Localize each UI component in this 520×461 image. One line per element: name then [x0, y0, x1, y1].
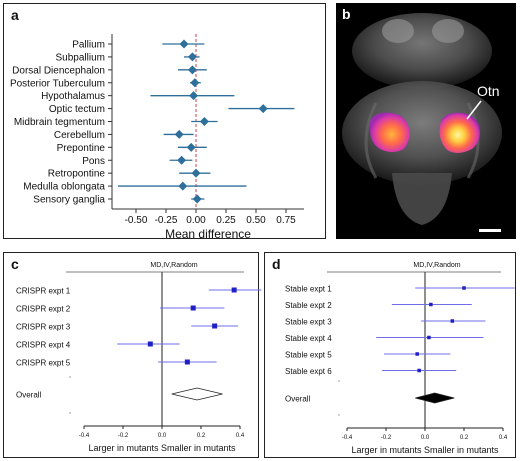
x-tick-label: -0.2	[381, 435, 392, 441]
point-marker	[199, 117, 209, 126]
x-tick-label: -0.4	[79, 433, 90, 439]
overall-diamond	[171, 387, 223, 401]
x-tick-label: -0.50	[125, 215, 148, 226]
study-marker	[450, 319, 455, 323]
study-marker	[231, 287, 237, 293]
study-label: Stable expt 6	[285, 367, 332, 376]
study-marker	[190, 305, 196, 311]
x-axis-label: Larger in mutants Smaller in mutants	[351, 445, 499, 455]
point-marker	[189, 91, 199, 101]
x-tick-label: 0.0	[421, 435, 430, 441]
scale-bar	[479, 229, 501, 232]
panel-b-brain-image: b Otn	[336, 3, 516, 239]
y-tick-label: Pallium	[72, 40, 105, 51]
x-tick-label: 0.75	[276, 215, 296, 226]
point-marker	[187, 52, 197, 62]
chart-d: MD,IV,Random Stable expt 1 Stable expt 2 St…	[285, 262, 515, 455]
x-tick-label: -0.2	[118, 433, 129, 439]
hindbrain-shape	[392, 173, 452, 225]
point-marker	[258, 104, 268, 114]
y-tick-label: Posterior Tuberculum	[10, 78, 105, 89]
blank-row-dot	[338, 380, 340, 382]
study-label: CRISPR expt 2	[16, 305, 71, 314]
y-tick-label: Prepontine	[57, 143, 106, 154]
midbrain-shape	[342, 81, 502, 185]
y-tick-label: Medulla oblongata	[23, 182, 105, 193]
y-tick-label: Hypothalamus	[41, 91, 105, 102]
study-label: CRISPR expt 3	[16, 323, 71, 332]
panel-letter-d: d	[272, 256, 281, 272]
point-marker	[179, 39, 189, 49]
study-label: Stable expt 3	[285, 318, 332, 327]
forest-header: MD,IV,Random	[150, 262, 197, 269]
x-tick-label: 0.00	[186, 215, 206, 226]
blank-row-dot	[338, 414, 340, 416]
study-label: CRISPR expt 1	[16, 287, 71, 296]
study-label: CRISPR expt 4	[16, 341, 71, 350]
point-marker	[190, 78, 200, 88]
tectum-left-signal	[369, 112, 410, 152]
point-marker	[192, 194, 202, 204]
brain-image	[336, 3, 516, 239]
tectum-right-signal	[439, 112, 480, 153]
y-tick-label: Cerebellum	[54, 130, 105, 141]
y-tick-label: Retropontine	[48, 169, 106, 180]
overall-label: Overall	[16, 391, 42, 400]
study-marker	[147, 341, 153, 347]
x-tick-label: 0.4	[499, 435, 508, 441]
study-marker	[429, 302, 433, 307]
x-tick-label: 0.50	[246, 215, 266, 226]
y-tick-label: Dorsal Diencephalon	[12, 65, 105, 76]
point-marker	[191, 168, 201, 178]
study-label: Stable expt 4	[285, 334, 332, 343]
chart-c: MD,IV,Random CRISPR expt 1 CRISPR expt 2 CR…	[16, 262, 262, 453]
point-marker	[178, 181, 188, 191]
point-marker	[186, 142, 196, 152]
study-marker	[462, 286, 466, 290]
study-marker	[184, 359, 190, 365]
x-tick-label: 0.0	[158, 433, 167, 439]
overall-label: Overall	[285, 395, 311, 404]
point-marker	[177, 155, 187, 165]
panel-letter-c: c	[11, 256, 19, 272]
panel-a: a Pallium Subpallium Dorsal Diencephalon Po…	[3, 3, 326, 241]
study-label: Stable expt 2	[285, 301, 332, 310]
x-tick-label: 0.2	[197, 433, 206, 439]
x-tick-label: -0.25	[155, 215, 178, 226]
panel-c: c MD,IV,Random CRISPR expt 1 CRISPR expt 2…	[3, 252, 262, 458]
panel-d: d MD,IV,Random Stable expt 1 Stable expt 2…	[264, 252, 516, 458]
point-marker	[174, 129, 184, 139]
study-label: Stable expt 1	[285, 285, 332, 294]
otn-label: Otn	[477, 83, 500, 99]
study-label: CRISPR expt 5	[16, 359, 71, 368]
x-tick-label: 0.4	[236, 433, 245, 439]
forest-header: MD,IV,Random	[413, 262, 460, 269]
x-tick-label: 0.25	[216, 215, 236, 226]
study-marker	[415, 352, 419, 356]
blank-row-dot	[69, 376, 71, 378]
blank-row-dot	[69, 412, 71, 414]
study-label: Stable expt 5	[285, 351, 332, 360]
study-marker	[427, 335, 431, 340]
forebrain-shape	[352, 13, 492, 89]
y-tick-label: Pons	[82, 156, 105, 167]
overall-diamond	[415, 392, 455, 404]
panel-letter-a: a	[11, 7, 19, 23]
otn-pointer-line	[466, 100, 482, 120]
x-axis-label: Mean difference	[165, 227, 251, 241]
x-axis-label: Larger in mutants Smaller in mutants	[88, 443, 236, 453]
study-marker	[417, 368, 421, 373]
x-tick-label: 0.2	[460, 435, 469, 441]
panel-letter-b: b	[342, 6, 351, 22]
y-tick-label: Optic tectum	[49, 104, 105, 115]
y-tick-label: Midbrain tegmentum	[14, 117, 105, 128]
point-marker	[187, 65, 197, 75]
y-tick-label: Sensory ganglia	[33, 195, 105, 206]
study-marker	[212, 323, 218, 329]
y-tick-label: Subpallium	[56, 52, 105, 63]
x-tick-label: -0.4	[342, 435, 353, 441]
